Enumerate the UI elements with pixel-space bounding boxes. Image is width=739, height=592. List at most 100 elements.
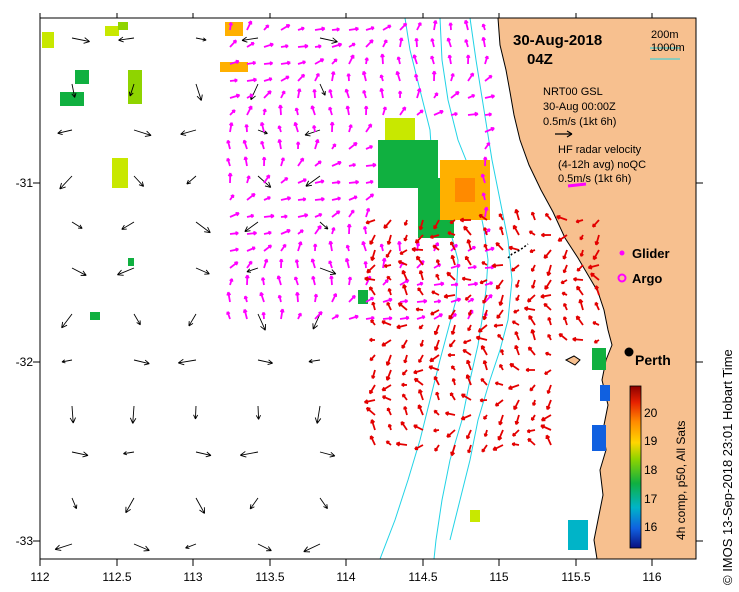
current-arrow xyxy=(305,175,321,187)
current-arrow xyxy=(365,123,373,133)
current-arrow xyxy=(464,294,472,301)
y-tick-label: -33 xyxy=(15,534,33,548)
current-arrow xyxy=(348,124,353,133)
current-arrow xyxy=(226,291,232,303)
current-arrow xyxy=(431,70,437,82)
current-arrow xyxy=(579,234,584,241)
current-arrow xyxy=(483,206,489,218)
radar-scale-arrow xyxy=(567,182,587,188)
current-arrow xyxy=(244,274,250,286)
current-arrow xyxy=(369,234,376,245)
current-arrow xyxy=(128,83,135,97)
current-arrow xyxy=(540,414,552,422)
current-arrow xyxy=(525,367,536,373)
current-arrow xyxy=(361,70,367,82)
current-arrow xyxy=(433,375,440,386)
current-arrow xyxy=(246,175,251,184)
current-arrow xyxy=(195,497,206,514)
current-arrow xyxy=(229,231,239,236)
current-arrow xyxy=(526,294,536,303)
map-date: 30-Aug-2018 xyxy=(513,32,603,49)
colorbar-tick: 16 xyxy=(644,520,658,534)
current-arrow xyxy=(510,264,520,272)
current-arrow xyxy=(246,77,258,83)
current-arrow xyxy=(557,234,568,242)
current-arrow xyxy=(417,287,424,296)
current-arrow xyxy=(277,294,282,303)
current-arrow xyxy=(229,278,234,286)
current-arrow xyxy=(514,331,520,341)
current-arrow xyxy=(304,129,321,137)
current-arrow xyxy=(412,54,418,65)
current-arrow xyxy=(314,310,323,320)
current-arrow xyxy=(526,428,536,434)
current-arrow xyxy=(319,451,336,458)
current-arrow xyxy=(480,377,488,386)
current-arrow xyxy=(314,179,325,184)
current-arrow xyxy=(280,228,291,235)
current-arrow xyxy=(195,221,211,234)
current-arrow xyxy=(257,359,273,365)
current-arrow xyxy=(416,22,422,31)
current-arrow xyxy=(293,276,299,286)
current-arrow xyxy=(314,58,325,65)
current-arrow xyxy=(331,210,341,218)
current-arrow xyxy=(467,94,476,99)
map-frame xyxy=(39,17,697,560)
current-arrow xyxy=(259,121,265,133)
current-arrow xyxy=(379,87,385,99)
map-time: 04Z xyxy=(527,51,553,68)
current-arrow xyxy=(575,219,584,224)
current-arrow xyxy=(493,323,504,328)
current-arrow xyxy=(463,225,472,236)
current-arrow xyxy=(545,434,552,446)
current-arrow xyxy=(590,272,600,281)
current-arrow xyxy=(515,279,520,289)
model-legend-time: 30-Aug 00:00Z xyxy=(543,101,616,113)
current-arrow xyxy=(495,241,504,251)
current-arrow xyxy=(59,175,73,190)
current-arrow xyxy=(562,249,568,260)
current-arrow xyxy=(280,23,291,31)
current-arrow xyxy=(558,332,568,341)
current-arrow xyxy=(594,301,600,311)
current-arrow xyxy=(450,365,456,371)
current-arrow xyxy=(228,21,233,31)
current-arrow xyxy=(229,78,238,83)
current-arrow xyxy=(401,369,408,376)
current-arrow xyxy=(450,254,456,266)
current-arrow xyxy=(263,77,273,82)
current-arrow xyxy=(263,213,275,219)
current-arrow xyxy=(399,22,408,31)
current-arrow xyxy=(381,320,392,326)
current-arrow xyxy=(560,279,568,285)
current-arrow xyxy=(514,208,520,221)
current-arrow xyxy=(513,399,520,411)
current-arrow xyxy=(433,339,440,351)
current-arrow xyxy=(243,156,249,167)
current-arrow xyxy=(482,359,488,371)
current-arrow xyxy=(460,414,472,421)
current-arrow xyxy=(125,497,135,514)
current-arrow xyxy=(240,451,259,458)
current-arrow xyxy=(414,444,424,451)
current-arrow xyxy=(347,276,353,286)
current-arrow xyxy=(527,346,536,356)
current-arrow xyxy=(512,429,520,437)
current-arrow xyxy=(188,313,197,327)
current-arrow xyxy=(348,195,358,201)
current-arrow xyxy=(263,258,269,269)
current-arrow xyxy=(365,145,374,150)
current-arrow xyxy=(413,369,424,375)
current-arrow xyxy=(401,382,408,387)
current-arrow xyxy=(435,273,440,281)
current-arrow xyxy=(71,497,78,510)
current-arrow xyxy=(329,121,335,133)
current-arrow xyxy=(467,324,472,332)
current-arrow xyxy=(508,245,520,251)
current-arrow xyxy=(297,43,309,49)
current-arrow xyxy=(348,26,359,32)
current-arrow xyxy=(432,244,440,251)
current-arrow xyxy=(398,37,404,48)
current-arrow xyxy=(402,283,408,296)
